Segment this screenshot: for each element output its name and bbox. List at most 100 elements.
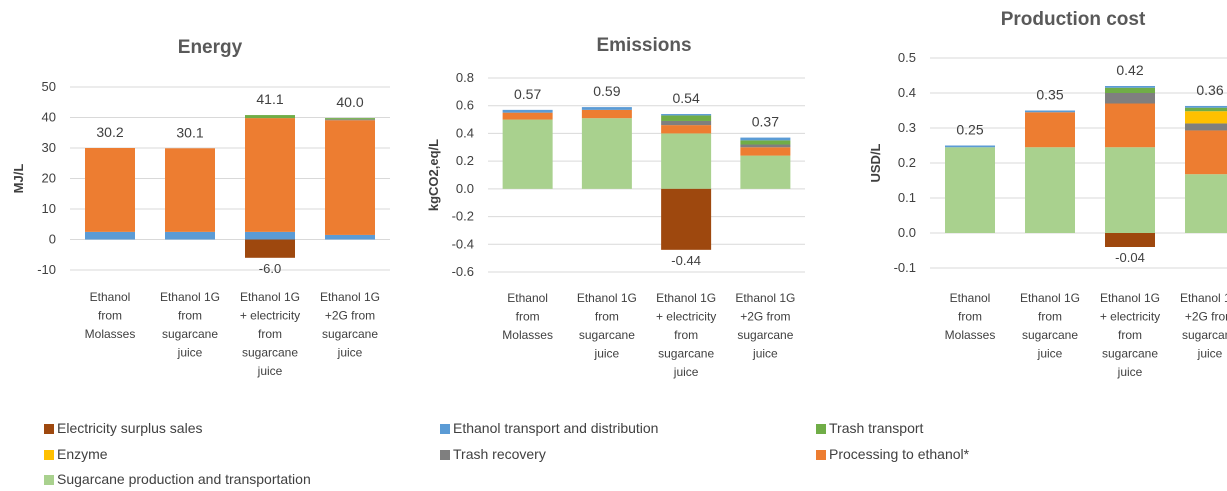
y-tick-label: 50 [42, 79, 56, 94]
x-category-label: sugarcane [658, 347, 714, 361]
x-category-label: from [958, 310, 982, 324]
y-tick-label: -0.2 [452, 209, 474, 224]
bar-segment-ethanol_transport [245, 231, 295, 240]
x-category-label: Ethanol 1G [735, 291, 795, 305]
x-category-label: juice [1117, 365, 1143, 379]
legend-item-trash-transport: Trash transport [816, 420, 923, 436]
bar-segment-sugarcane [661, 133, 712, 189]
x-category-label: juice [752, 347, 778, 361]
bar-segment-processing [1105, 103, 1155, 148]
total-label: 0.42 [1116, 62, 1143, 78]
bar-segment-ethanol_transport [1025, 110, 1075, 113]
y-tick-label: 0 [49, 232, 56, 247]
legend-label: Trash recovery [453, 446, 546, 462]
legend-item-trash-recovery: Trash recovery [440, 446, 546, 462]
bar-segment-sugarcane [1185, 174, 1227, 233]
x-category-label: juice [177, 346, 203, 360]
bar-segment-sugarcane [502, 119, 553, 189]
legend-item-electricity-surplus: Electricity surplus sales [44, 420, 203, 436]
y-tick-label: 0.4 [898, 85, 916, 100]
x-category-label: from [258, 327, 282, 341]
bar-segment-ethanol_transport [502, 109, 553, 113]
total-label: 0.54 [673, 90, 700, 106]
total-label: 0.36 [1196, 82, 1223, 98]
x-category-label: sugarcane [1022, 328, 1078, 342]
bar-segment-trash_transport [1105, 87, 1155, 93]
total-label: 40.0 [336, 94, 363, 110]
total-label: 0.57 [514, 86, 541, 102]
x-category-label: sugarcane [737, 328, 793, 342]
legend-swatch [816, 424, 826, 434]
y-tick-label: 0.3 [898, 120, 916, 135]
bar-segment-trash_recovery [1185, 123, 1227, 131]
y-tick-label: 20 [42, 171, 56, 186]
x-category-label: Ethanol 1G [656, 291, 716, 305]
x-category-label: Molasses [85, 327, 136, 341]
legend-swatch [816, 450, 826, 460]
total-label: 0.35 [1036, 87, 1063, 103]
total-label: 0.59 [593, 83, 620, 99]
bar-segment-ethanol_transport [325, 234, 375, 240]
legend-label: Electricity surplus sales [57, 420, 203, 436]
y-axis-label: USD/L [868, 143, 883, 182]
bar-segment-trash_transport [325, 118, 375, 120]
negative-label: -0.44 [671, 253, 701, 268]
x-category-label: sugarcane [579, 328, 635, 342]
bar-segment-sugarcane [1105, 147, 1155, 233]
bar-segment-trash_transport [245, 115, 295, 119]
x-category-label: from [178, 309, 202, 323]
bar-segment-ethanol_transport [1185, 105, 1227, 108]
y-tick-label: 0.6 [456, 98, 474, 113]
bar-segment-ethanol_transport [1105, 86, 1155, 88]
legend-item-processing: Processing to ethanol* [816, 446, 969, 462]
bar-segment-electricity_surplus [245, 239, 295, 258]
bar-segment-enzyme [1185, 111, 1227, 124]
y-tick-label: 0.2 [456, 153, 474, 168]
bar-segment-trash_recovery [740, 144, 791, 148]
y-tick-label: -0.6 [452, 264, 474, 279]
y-tick-label: -0.1 [894, 260, 916, 275]
x-category-label: sugarcane [242, 346, 298, 360]
bar-segment-processing [245, 118, 295, 232]
chart-title: Emissions [596, 35, 691, 56]
x-category-label: juice [1037, 347, 1063, 361]
bar-segment-processing [581, 109, 632, 119]
x-category-label: from [1038, 310, 1062, 324]
x-category-label: Ethanol 1G [1020, 291, 1080, 305]
x-category-label: juice [1197, 347, 1223, 361]
bar-segment-processing [661, 125, 712, 134]
x-category-label: Molasses [502, 328, 553, 342]
x-category-label: juice [594, 347, 620, 361]
x-category-label: + electricity [1100, 310, 1160, 324]
y-tick-label: 10 [42, 201, 56, 216]
bar-segment-processing [1025, 112, 1075, 148]
x-category-label: +2G from [325, 309, 375, 323]
legend-swatch [44, 475, 54, 485]
bar-segment-sugarcane [740, 155, 791, 189]
bar-segment-processing [502, 112, 553, 120]
x-category-label: from [98, 309, 122, 323]
y-tick-label: 0.1 [898, 190, 916, 205]
total-label: 30.1 [176, 124, 203, 140]
legend-label: Sugarcane production and transportation [57, 471, 311, 487]
total-label: 41.1 [256, 91, 283, 107]
y-tick-label: 0.0 [456, 181, 474, 196]
x-category-label: sugarcane [1182, 328, 1227, 342]
x-category-label: from [674, 328, 698, 342]
x-category-label: sugarcane [322, 327, 378, 341]
legend-label: Processing to ethanol* [829, 446, 970, 462]
x-category-label: from [595, 310, 619, 324]
chart-title: Production cost [1001, 9, 1146, 30]
legend-label: Ethanol transport and distribution [453, 420, 659, 436]
x-category-label: sugarcane [162, 327, 218, 341]
y-tick-label: 40 [42, 110, 56, 125]
bar-segment-sugarcane [1025, 147, 1075, 233]
x-category-label: +2G from [740, 310, 790, 324]
total-label: 30.2 [96, 124, 123, 140]
x-category-label: juice [337, 346, 363, 360]
x-category-label: Ethanol 1G [577, 291, 637, 305]
bar-segment-trash_transport [1185, 107, 1227, 112]
bar-segment-ethanol_transport [165, 231, 215, 240]
y-tick-label: 30 [42, 140, 56, 155]
bar-segment-processing [325, 120, 375, 235]
